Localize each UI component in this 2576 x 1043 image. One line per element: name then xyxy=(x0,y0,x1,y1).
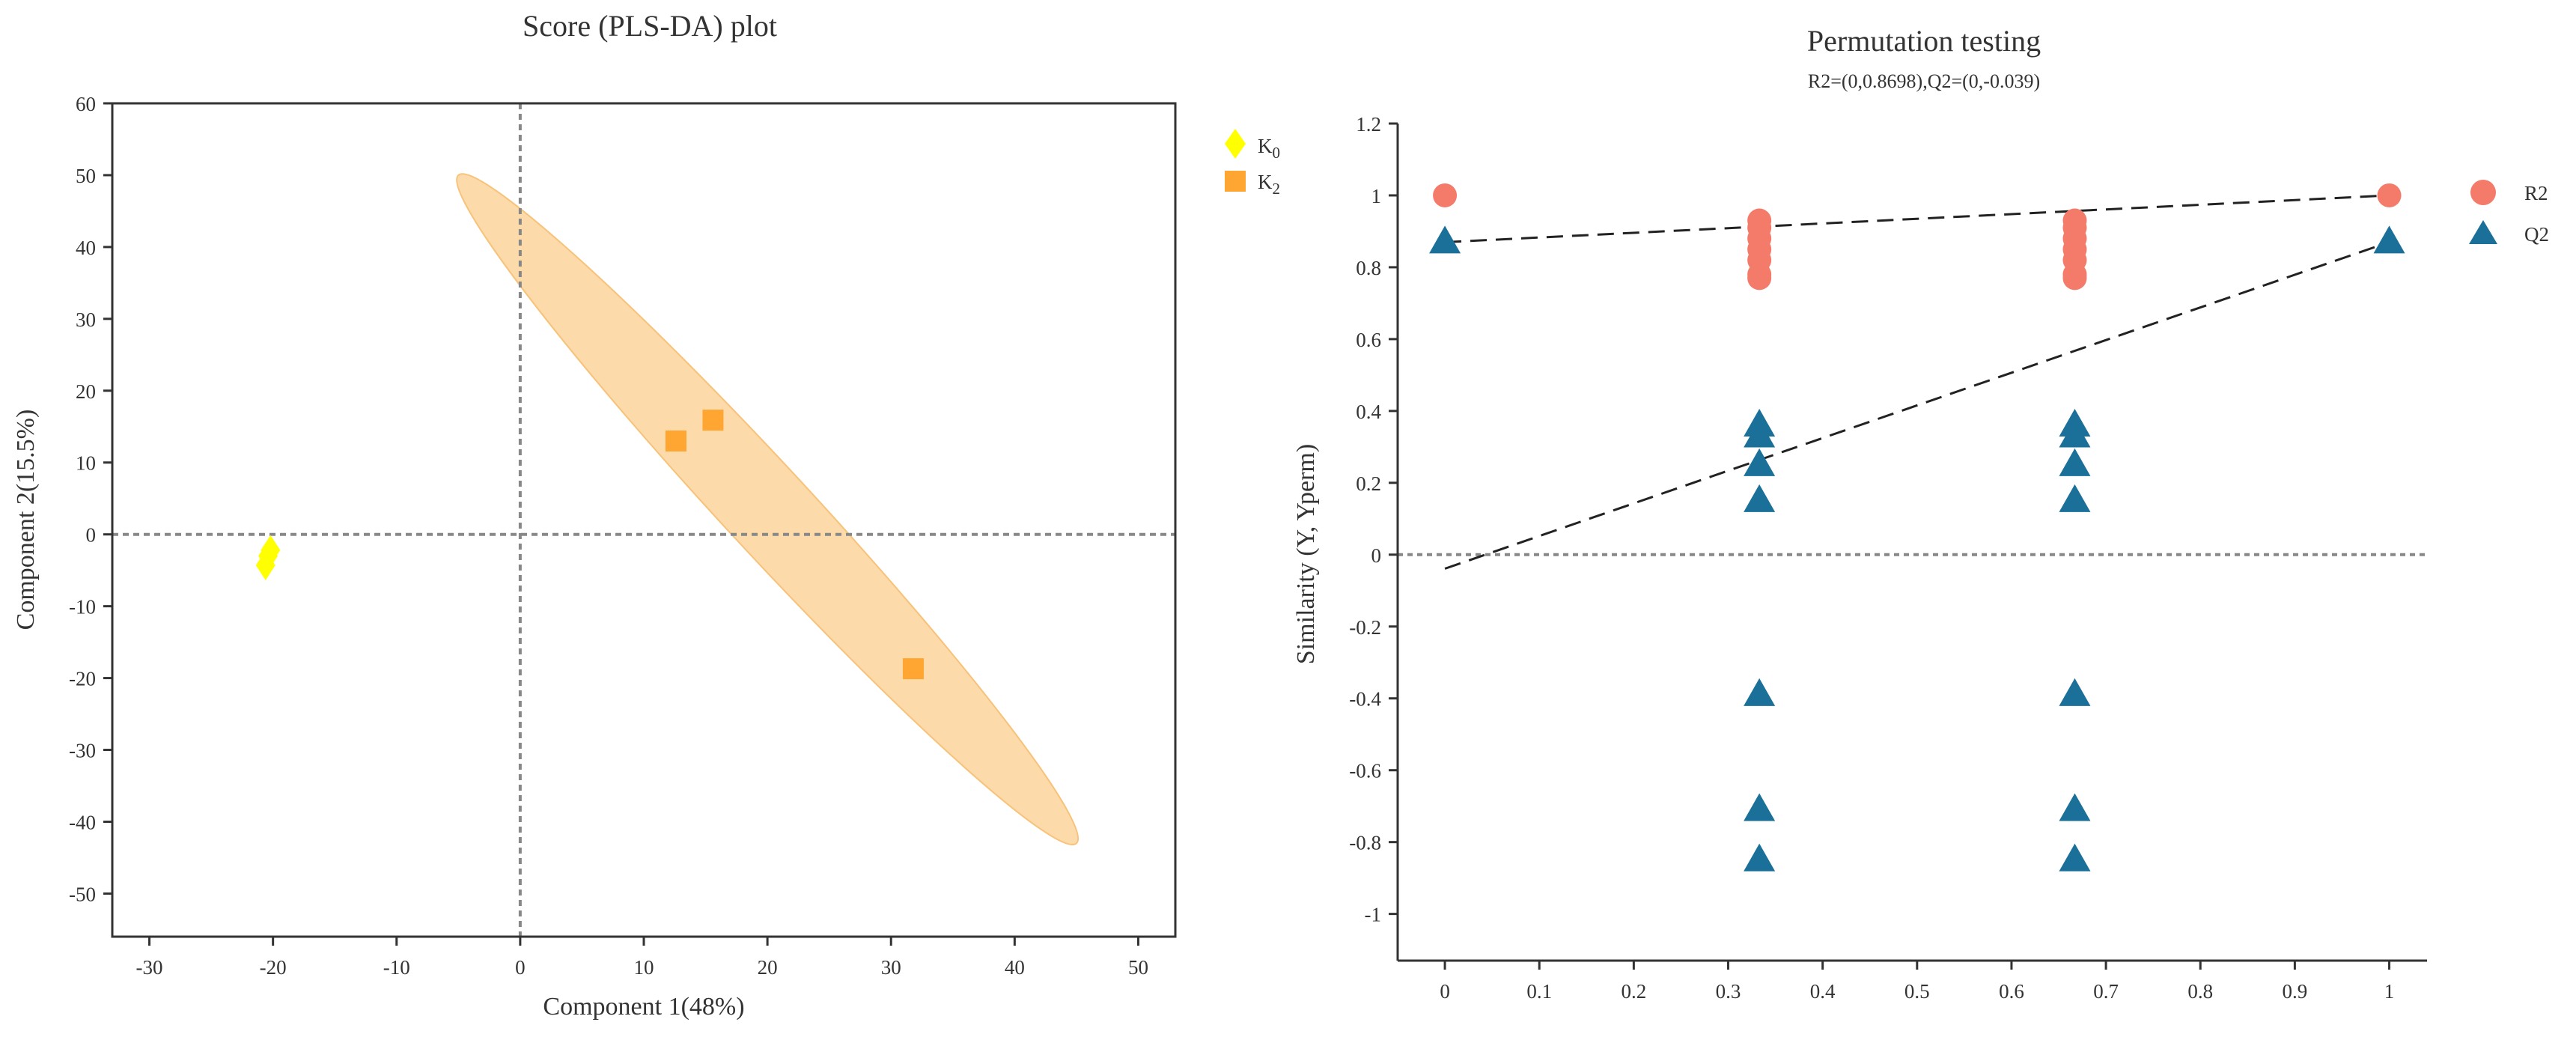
x-axis-ticks: 0 0.1 0.2 0.3 0.4 0.5 0.6 0.7 0.8 0.9 1 xyxy=(1440,961,2394,1003)
r2-regression-line xyxy=(1444,194,2390,243)
y-tick-label: -1 xyxy=(1365,904,1382,926)
q2-point xyxy=(2059,678,2091,706)
q2-point xyxy=(1744,793,1776,821)
legend-label-k2: K2 xyxy=(1258,171,1280,198)
q2-point xyxy=(2059,843,2091,872)
legend-marker-k2 xyxy=(1225,171,1246,192)
y-tick-label: -30 xyxy=(69,740,96,762)
x-tick-label: 0.6 xyxy=(1999,980,2024,1003)
y-tick-label: 0.4 xyxy=(1356,401,1381,423)
y-tick-label: -0.8 xyxy=(1349,832,1381,854)
r2-point xyxy=(2377,183,2402,207)
perm-title: Permutation testing xyxy=(1807,24,2041,58)
y-tick-label: 20 xyxy=(76,380,96,403)
y-tick-label: 0 xyxy=(86,524,97,547)
legend-label-q2: Q2 xyxy=(2524,223,2549,246)
pls-da-score-plot: Score (PLS-DA) plot -30 -20 -10 0 10 20 30 40 50… xyxy=(12,9,1280,1021)
q2-point xyxy=(2059,484,2091,512)
x-axis-ticks: -30 -20 -10 0 10 20 30 40 50 xyxy=(136,937,1148,979)
x-tick-label: 30 xyxy=(881,956,901,979)
q2-point xyxy=(1429,225,1461,254)
legend: R2 Q2 xyxy=(2469,180,2549,246)
x-tick-label: 0.7 xyxy=(2093,980,2119,1003)
r2-point xyxy=(2062,266,2087,291)
y-tick-label: 30 xyxy=(76,308,96,331)
x-tick-label: 0.2 xyxy=(1621,980,1646,1003)
ellipse-layer xyxy=(456,173,1080,846)
x-tick-label: 10 xyxy=(634,956,654,979)
y-axis-ticks: 1.2 1 0.8 0.6 0.4 0.2 0 -0.2 -0.4 -0.6 -0.8 -1 xyxy=(1349,113,1398,926)
y-tick-label: 10 xyxy=(76,452,96,475)
legend-label-r2: R2 xyxy=(2524,182,2548,204)
x-tick-label: -20 xyxy=(260,956,287,979)
x-tick-label: 50 xyxy=(1128,956,1148,979)
x-tick-label: 1 xyxy=(2384,980,2395,1003)
q2-point xyxy=(1744,678,1776,706)
k2-point xyxy=(665,430,686,451)
legend-marker-q2 xyxy=(2469,220,2497,244)
y-axis-label: Similarity (Y, Yperm) xyxy=(1292,444,1320,664)
x-tick-label: 20 xyxy=(758,956,778,979)
x-tick-label: 0 xyxy=(1440,980,1450,1003)
x-tick-label: 0.4 xyxy=(1810,980,1836,1003)
q2-point xyxy=(2059,419,2091,448)
q2-point xyxy=(2059,448,2091,476)
q2-regression-line xyxy=(1444,240,2390,570)
x-tick-label: 0.5 xyxy=(1904,980,1930,1003)
x-tick-label: 0.9 xyxy=(2283,980,2308,1003)
legend-marker-k0 xyxy=(1225,129,1246,159)
x-tick-label: 40 xyxy=(1005,956,1025,979)
y-tick-label: 1 xyxy=(1371,185,1382,207)
y-tick-label: -40 xyxy=(69,811,96,833)
r2-point xyxy=(1433,183,1458,207)
q2-point xyxy=(1744,484,1776,512)
k0-point xyxy=(255,550,275,580)
y-axis-ticks: 60 50 40 30 20 10 0 -10 -20 -30 -40 -50 xyxy=(69,93,112,905)
q2-point xyxy=(1744,843,1776,872)
y-tick-label: -10 xyxy=(69,596,96,618)
points-layer xyxy=(255,410,924,680)
legend: K0 K2 xyxy=(1225,129,1280,198)
y-tick-label: 0.2 xyxy=(1356,472,1381,495)
y-tick-label: -50 xyxy=(69,883,96,905)
y-tick-label: -0.4 xyxy=(1349,688,1381,711)
y-tick-label: -20 xyxy=(69,668,96,690)
x-axis-label: Component 1(48%) xyxy=(543,993,744,1021)
permutation-testing-plot: Permutation testing R2=(0,0.8698),Q2=(0,… xyxy=(1292,24,2549,1003)
q2-point xyxy=(2059,793,2091,821)
x-tick-label: 0.8 xyxy=(2187,980,2213,1003)
y-tick-label: 50 xyxy=(76,165,96,187)
y-axis-label: Component 2(15.5%) xyxy=(12,410,40,630)
q2-point xyxy=(1744,448,1776,476)
y-tick-label: 0.8 xyxy=(1356,257,1381,279)
k2-point xyxy=(702,410,724,431)
y-tick-label: 40 xyxy=(76,237,96,259)
legend-label-k0: K0 xyxy=(1258,135,1280,162)
y-tick-label: 0.6 xyxy=(1356,329,1381,351)
x-tick-label: -10 xyxy=(383,956,410,979)
regression-lines xyxy=(1444,194,2390,570)
pls-title: Score (PLS-DA) plot xyxy=(523,9,777,43)
y-tick-label: 0 xyxy=(1371,544,1382,567)
perm-subtitle: R2=(0,0.8698),Q2=(0,-0.039) xyxy=(1808,70,2040,92)
k2-confidence-ellipse xyxy=(456,173,1080,846)
y-tick-label: 1.2 xyxy=(1356,113,1381,136)
y-tick-label: 60 xyxy=(76,93,96,115)
x-tick-label: -30 xyxy=(136,956,163,979)
x-tick-label: 0 xyxy=(515,956,526,979)
k2-point xyxy=(902,658,924,680)
points-layer xyxy=(1429,183,2405,872)
y-tick-label: -0.6 xyxy=(1349,760,1381,782)
legend-marker-r2 xyxy=(2470,180,2496,205)
q2-point xyxy=(2373,225,2405,254)
q2-point xyxy=(1744,419,1776,448)
x-tick-label: 0.3 xyxy=(1716,980,1741,1003)
r2-point xyxy=(1747,266,1772,291)
y-tick-label: -0.2 xyxy=(1349,616,1381,639)
x-tick-label: 0.1 xyxy=(1526,980,1552,1003)
